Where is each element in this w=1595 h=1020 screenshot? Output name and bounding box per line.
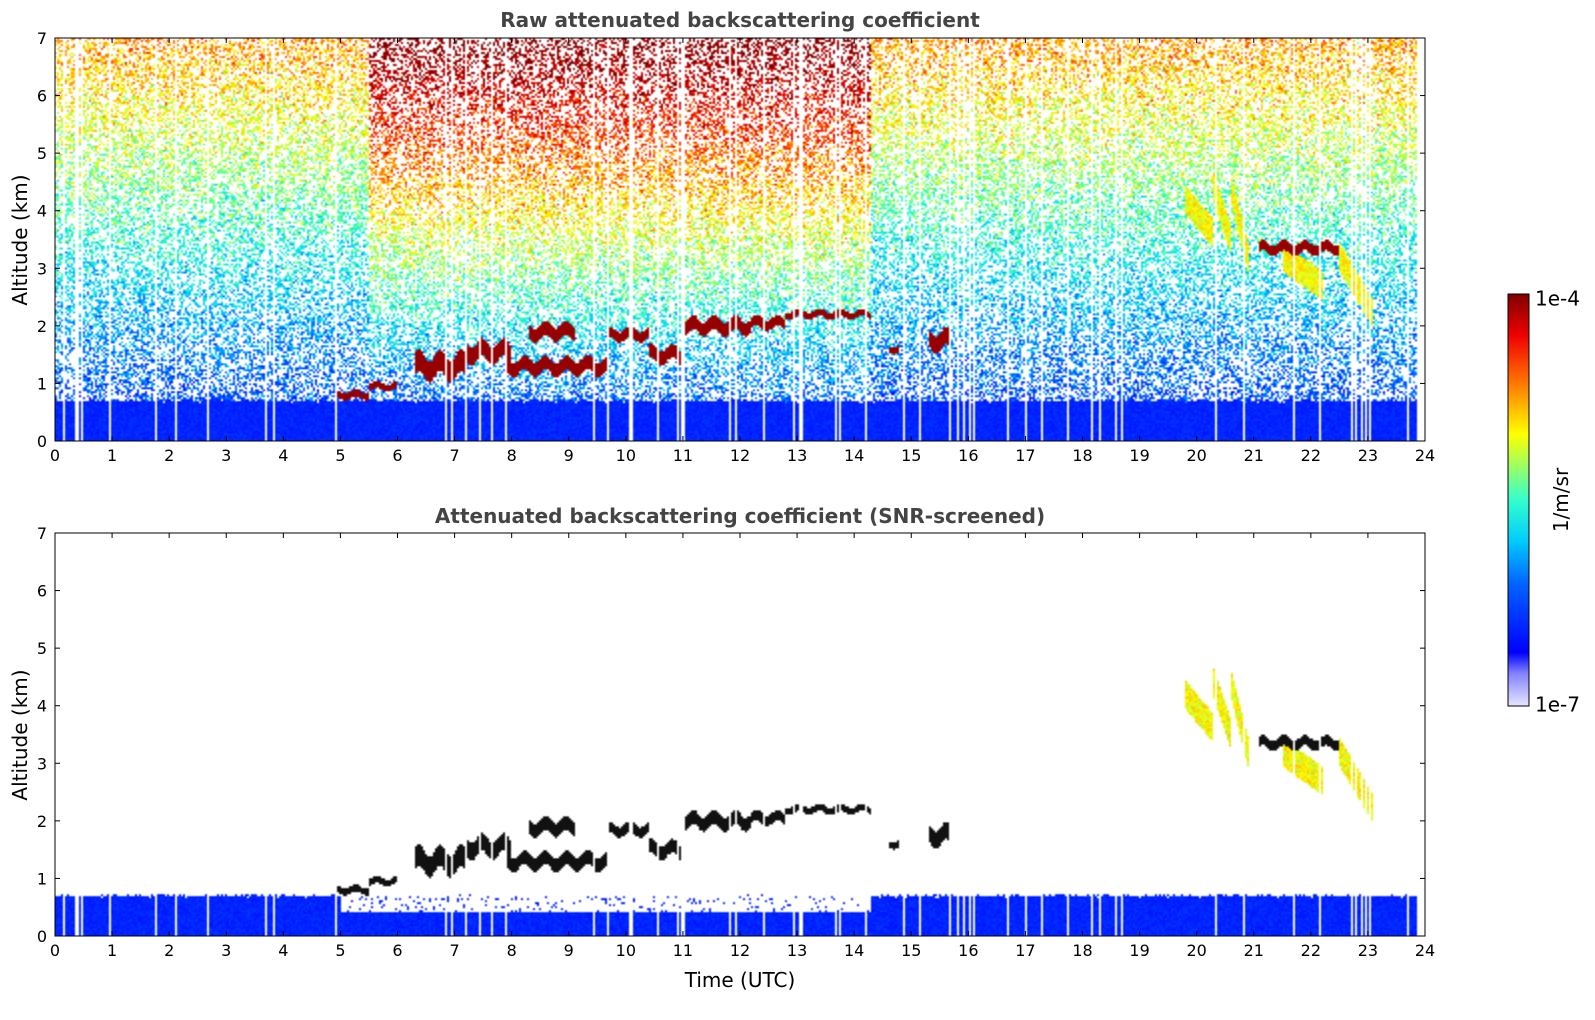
y-tick-label: 1 <box>37 374 47 393</box>
chart-title: Attenuated backscattering coefficient (S… <box>435 504 1045 528</box>
panel-raw: Raw attenuated backscattering coefficien… <box>8 8 1435 465</box>
y-tick-label: 6 <box>37 582 47 601</box>
x-tick-label: 11 <box>673 446 693 465</box>
x-tick-label: 14 <box>844 941 864 960</box>
x-tick-label: 10 <box>616 446 636 465</box>
x-tick-label: 13 <box>787 446 807 465</box>
x-tick-label: 21 <box>1244 941 1264 960</box>
y-tick-label: 5 <box>37 144 47 163</box>
x-tick-label: 24 <box>1415 941 1435 960</box>
x-tick-label: 6 <box>392 941 402 960</box>
x-tick-label: 23 <box>1358 941 1378 960</box>
x-tick-label: 15 <box>901 446 921 465</box>
x-tick-label: 8 <box>507 941 517 960</box>
x-tick-label: 10 <box>616 941 636 960</box>
x-tick-label: 21 <box>1244 446 1264 465</box>
x-tick-label: 0 <box>50 446 60 465</box>
y-tick-label: 1 <box>37 869 47 888</box>
x-tick-label: 12 <box>730 941 750 960</box>
y-tick-label: 4 <box>37 697 47 716</box>
x-tick-label: 18 <box>1072 446 1092 465</box>
y-tick-label: 2 <box>37 317 47 336</box>
colorbar-min-label: 1e-7 <box>1535 693 1580 717</box>
heatmap-area <box>55 533 1425 936</box>
x-tick-label: 22 <box>1301 446 1321 465</box>
x-tick-label: 7 <box>449 446 459 465</box>
x-tick-label: 2 <box>164 941 174 960</box>
y-tick-label: 7 <box>37 524 47 543</box>
x-tick-label: 7 <box>449 941 459 960</box>
colorbar-gradient <box>1507 293 1530 707</box>
panel-screened: Attenuated backscattering coefficient (S… <box>8 504 1435 992</box>
x-tick-label: 22 <box>1301 941 1321 960</box>
y-tick-label: 4 <box>37 202 47 221</box>
x-tick-label: 16 <box>958 941 978 960</box>
x-axis: 0 1 2 3 4 5 6 7 8 9 10 11 12 13 14 15 16 17 18 19 20 21 22 23 24 <box>50 38 1435 465</box>
x-tick-label: 18 <box>1072 941 1092 960</box>
colorbar-unit-label: 1/m/sr <box>1549 467 1573 532</box>
x-tick-label: 3 <box>221 941 231 960</box>
y-tick-label: 6 <box>37 87 47 106</box>
chart-title: Raw attenuated backscattering coefficien… <box>500 8 980 32</box>
x-tick-label: 17 <box>1015 941 1035 960</box>
x-tick-label: 1 <box>107 941 117 960</box>
y-axis: 0 1 2 3 4 5 6 7 <box>37 29 1425 451</box>
x-tick-label: 16 <box>958 446 978 465</box>
x-tick-label: 5 <box>335 446 345 465</box>
y-tick-label: 0 <box>37 432 47 451</box>
heatmap-image <box>55 38 1425 441</box>
y-tick-label: 0 <box>37 927 47 946</box>
x-tick-label: 6 <box>392 446 402 465</box>
heatmap-area <box>55 38 1425 441</box>
x-tick-label: 9 <box>564 941 574 960</box>
x-tick-label: 9 <box>564 446 574 465</box>
x-tick-label: 1 <box>107 446 117 465</box>
x-axis: 0 1 2 3 4 5 6 7 8 9 10 11 12 13 14 15 16 17 18 19 20 21 22 23 24 <box>50 533 1435 960</box>
x-tick-label: 3 <box>221 446 231 465</box>
x-tick-label: 0 <box>50 941 60 960</box>
x-tick-label: 19 <box>1129 941 1149 960</box>
y-tick-label: 2 <box>37 812 47 831</box>
x-tick-label: 4 <box>278 446 288 465</box>
x-tick-label: 11 <box>673 941 693 960</box>
x-tick-label: 20 <box>1186 941 1206 960</box>
colorbar: 1e-4 1e-7 1/m/sr <box>1507 287 1580 717</box>
y-axis-label: Altitude (km) <box>8 669 32 800</box>
x-tick-label: 24 <box>1415 446 1435 465</box>
x-tick-label: 5 <box>335 941 345 960</box>
y-tick-label: 3 <box>37 754 47 773</box>
x-tick-label: 14 <box>844 446 864 465</box>
x-tick-label: 13 <box>787 941 807 960</box>
y-tick-label: 7 <box>37 29 47 48</box>
y-tick-label: 3 <box>37 259 47 278</box>
colorbar-max-label: 1e-4 <box>1535 287 1580 311</box>
x-tick-label: 8 <box>507 446 517 465</box>
x-axis-label: Time (UTC) <box>684 968 796 992</box>
x-tick-label: 23 <box>1358 446 1378 465</box>
x-tick-label: 19 <box>1129 446 1149 465</box>
x-tick-label: 20 <box>1186 446 1206 465</box>
y-axis: 0 1 2 3 4 5 6 7 <box>37 524 1425 946</box>
x-tick-label: 17 <box>1015 446 1035 465</box>
x-tick-label: 4 <box>278 941 288 960</box>
y-axis-label: Altitude (km) <box>8 174 32 305</box>
x-tick-label: 12 <box>730 446 750 465</box>
y-tick-label: 5 <box>37 639 47 658</box>
x-tick-label: 2 <box>164 446 174 465</box>
x-tick-label: 15 <box>901 941 921 960</box>
heatmap-image <box>55 533 1425 936</box>
